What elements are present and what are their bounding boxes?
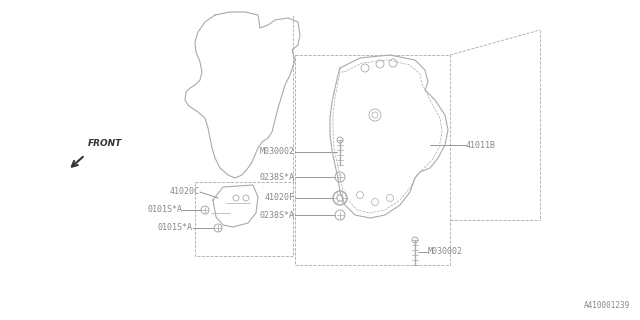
Text: 0238S*A: 0238S*A [260, 172, 295, 181]
Text: 0101S*A: 0101S*A [147, 205, 182, 214]
Text: M030002: M030002 [260, 148, 295, 156]
Text: A410001239: A410001239 [584, 301, 630, 310]
Text: 41011B: 41011B [466, 140, 496, 149]
Text: M030002: M030002 [428, 247, 463, 257]
Text: FRONT: FRONT [88, 139, 122, 148]
Text: 41020C: 41020C [170, 188, 200, 196]
Text: 0238S*A: 0238S*A [260, 211, 295, 220]
Text: 41020F: 41020F [265, 194, 295, 203]
Text: 0101S*A: 0101S*A [158, 223, 193, 233]
